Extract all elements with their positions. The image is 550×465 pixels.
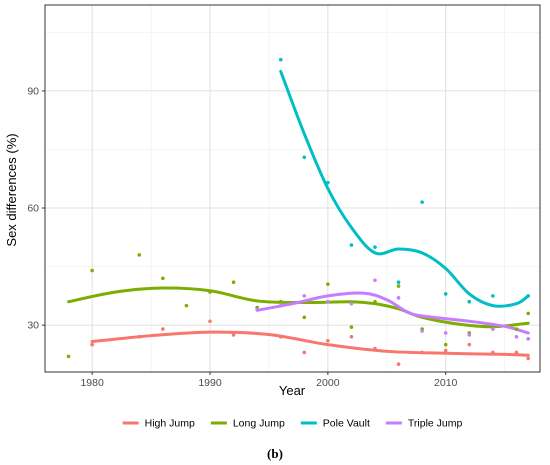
point-high-jump xyxy=(526,356,531,361)
point-long-jump xyxy=(326,282,330,286)
point-pole-vault xyxy=(278,57,283,62)
point-pole-vault xyxy=(302,155,307,160)
point-long-jump xyxy=(184,303,189,308)
point-high-jump xyxy=(326,338,330,343)
x-tick-label: 1990 xyxy=(198,377,222,389)
y-axis-ticks: 30 60 90 xyxy=(27,85,45,332)
point-high-jump xyxy=(396,362,401,366)
point-long-jump xyxy=(526,311,531,316)
point-triple-jump xyxy=(349,301,354,306)
legend-label-high-jump: High Jump xyxy=(145,418,195,430)
legend: High Jump Long Jump Pole Vault Triple Jump xyxy=(122,418,463,430)
point-pole-vault xyxy=(326,180,330,185)
point-pole-vault xyxy=(443,292,448,296)
y-tick-label: 60 xyxy=(27,203,39,215)
plot-panel-border xyxy=(44,4,541,373)
point-long-jump xyxy=(161,276,165,281)
smooth-line-long-jump xyxy=(67,286,530,329)
point-pole-vault xyxy=(396,280,401,285)
legend-item-high-jump: High Jump xyxy=(122,418,195,430)
point-long-jump xyxy=(349,325,354,329)
point-triple-jump xyxy=(491,327,495,331)
point-pole-vault xyxy=(420,200,424,204)
y-tick-label: 30 xyxy=(27,320,39,332)
x-axis-ticks: 1980 1990 2000 2010 xyxy=(80,372,458,389)
grid-lines xyxy=(45,5,540,372)
y-tick-label: 90 xyxy=(27,85,39,97)
point-high-jump xyxy=(514,350,519,355)
point-high-jump xyxy=(231,333,236,337)
legend-label-triple-jump: Triple Jump xyxy=(408,418,463,430)
point-pole-vault xyxy=(467,299,472,304)
x-tick-label: 2000 xyxy=(316,377,340,389)
point-triple-jump xyxy=(278,303,283,308)
point-triple-jump xyxy=(302,294,307,298)
legend-item-long-jump: Long Jump xyxy=(210,418,285,430)
point-long-jump xyxy=(278,299,283,304)
point-high-jump xyxy=(467,342,472,347)
point-pole-vault xyxy=(349,243,354,247)
legend-item-triple-jump: Triple Jump xyxy=(385,418,463,430)
point-long-jump xyxy=(137,253,142,257)
x-tick-label: 1980 xyxy=(80,377,104,389)
point-triple-jump xyxy=(467,333,472,337)
point-triple-jump xyxy=(420,329,424,333)
legend-label-long-jump: Long Jump xyxy=(233,418,285,430)
point-triple-jump xyxy=(326,299,330,304)
y-axis-title: Sex differences (%) xyxy=(4,133,19,246)
smooth-line-high-jump xyxy=(90,330,530,357)
point-long-jump xyxy=(66,354,71,359)
point-triple-jump xyxy=(255,307,259,312)
point-high-jump xyxy=(90,342,94,347)
legend-item-pole-vault: Pole Vault xyxy=(300,418,370,430)
smooth-line-triple-jump xyxy=(255,291,530,335)
point-high-jump xyxy=(420,350,424,355)
smooth-curves xyxy=(67,69,530,357)
point-triple-jump xyxy=(526,337,531,341)
point-long-jump xyxy=(302,315,307,320)
point-long-jump xyxy=(231,280,236,285)
figure-caption: (b) xyxy=(267,446,283,461)
point-long-jump xyxy=(90,268,94,273)
point-high-jump xyxy=(137,335,142,339)
point-long-jump xyxy=(443,342,448,347)
smooth-line-pole-vault xyxy=(279,69,530,308)
legend-label-pole-vault: Pole Vault xyxy=(323,418,370,430)
point-high-jump xyxy=(208,319,212,324)
point-triple-jump xyxy=(514,335,519,339)
point-high-jump xyxy=(373,346,377,351)
point-long-jump xyxy=(514,327,519,331)
x-tick-label: 2010 xyxy=(434,377,458,389)
point-pole-vault xyxy=(526,294,531,298)
point-high-jump xyxy=(161,327,165,331)
point-long-jump xyxy=(396,284,401,288)
x-axis-title: Year xyxy=(279,383,306,398)
point-triple-jump xyxy=(396,296,401,300)
data-points xyxy=(66,57,531,366)
point-long-jump xyxy=(373,299,377,304)
point-high-jump xyxy=(278,335,283,339)
point-pole-vault xyxy=(373,245,377,249)
point-high-jump xyxy=(491,350,495,355)
point-high-jump xyxy=(302,350,307,355)
point-triple-jump xyxy=(443,331,448,335)
point-long-jump xyxy=(208,290,212,294)
point-high-jump xyxy=(443,348,448,353)
point-high-jump xyxy=(349,335,354,339)
point-triple-jump xyxy=(373,278,377,283)
point-pole-vault xyxy=(491,294,495,298)
